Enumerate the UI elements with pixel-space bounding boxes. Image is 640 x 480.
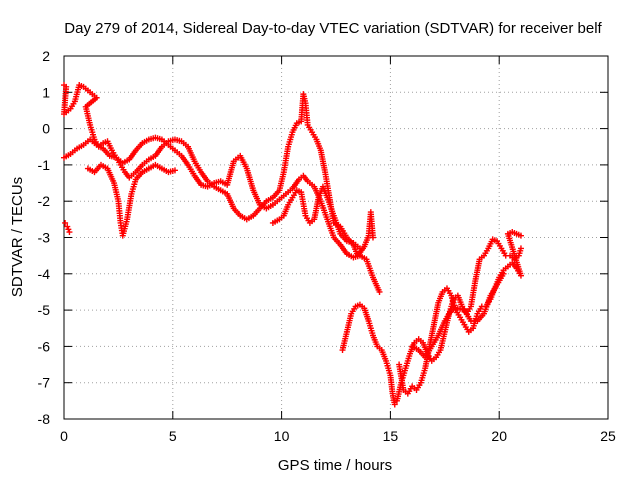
x-tick-label: 25 xyxy=(600,428,616,444)
data-point xyxy=(65,226,72,233)
data-point xyxy=(500,270,507,277)
y-tick-label: -2 xyxy=(38,193,51,209)
y-axis-ticks: -8 -7 -6 -5 -4 -3 -2 -1 0 1 2 xyxy=(38,48,608,427)
data-point xyxy=(171,167,178,174)
data-point xyxy=(517,232,524,239)
data-point xyxy=(356,245,363,252)
x-tick-label: 15 xyxy=(383,428,399,444)
data-point xyxy=(66,229,73,236)
x-tick-label: 10 xyxy=(274,428,290,444)
plot-frame xyxy=(63,55,609,420)
x-tick-label: 0 xyxy=(60,428,68,444)
y-axis-label: SDTVAR / TECUs xyxy=(9,177,26,297)
y-tick-label: -1 xyxy=(38,157,51,173)
x-tick-label: 5 xyxy=(169,428,177,444)
y-tick-label: -7 xyxy=(38,375,51,391)
x-axis-label: GPS time / hours xyxy=(278,457,392,474)
series-track-c xyxy=(84,161,363,252)
series-track-b xyxy=(61,82,376,259)
x-tick-label: 20 xyxy=(491,428,507,444)
y-tick-label: 1 xyxy=(42,84,50,100)
series-track-d xyxy=(339,236,524,408)
x-axis-ticks: 0 5 10 15 20 25 xyxy=(60,56,616,444)
data-point xyxy=(376,288,383,295)
y-tick-label: 2 xyxy=(42,48,50,64)
chart-title: Day 279 of 2014, Sidereal Day-to-day VTE… xyxy=(64,20,602,37)
data-point xyxy=(391,401,398,408)
data-point xyxy=(517,245,524,252)
data-point xyxy=(62,219,69,226)
y-tick-label: -6 xyxy=(38,338,51,354)
y-tick-label: 0 xyxy=(42,121,50,137)
grid-lines xyxy=(64,56,608,419)
data-point xyxy=(64,223,71,230)
y-tick-label: -3 xyxy=(38,230,51,246)
y-tick-label: -5 xyxy=(38,302,51,318)
y-tick-label: -4 xyxy=(38,266,51,282)
data-points xyxy=(61,82,524,408)
series-track-e xyxy=(396,229,524,397)
data-point xyxy=(369,234,376,241)
series-track-a xyxy=(61,134,383,295)
y-tick-label: -8 xyxy=(38,411,51,427)
